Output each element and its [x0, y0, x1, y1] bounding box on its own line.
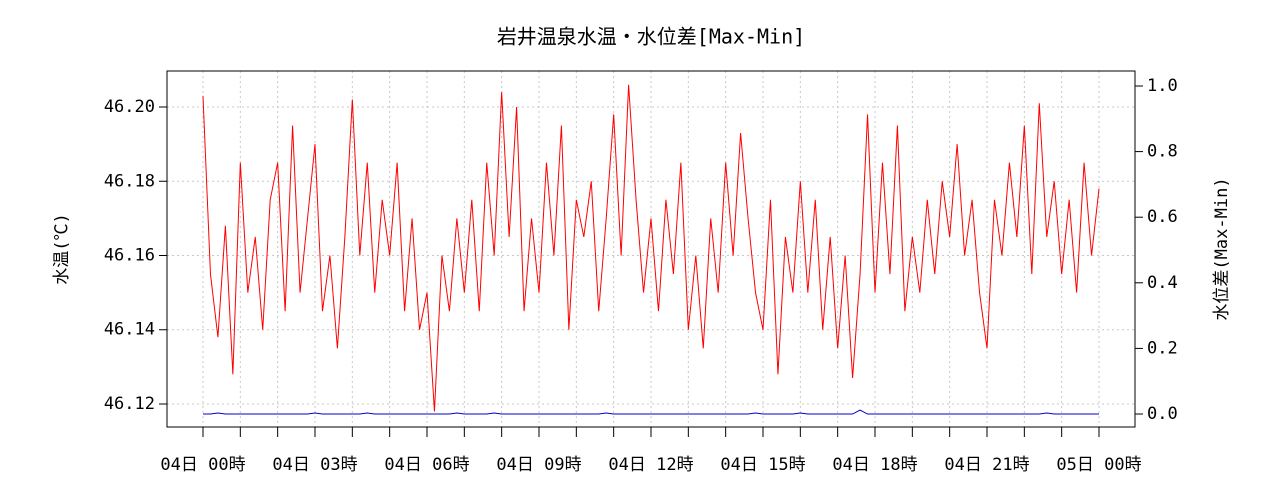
- y2-axis-label: 水位差(Max-Min): [1212, 177, 1232, 320]
- y2-tick-label: 0.0: [1147, 404, 1178, 424]
- y2-tick-label: 0.4: [1147, 273, 1178, 293]
- y2-tick-label: 0.8: [1147, 142, 1178, 162]
- y-tick-label: 46.16: [104, 245, 155, 265]
- plot-frame: [166, 70, 1136, 428]
- x-tick-label: 04日 15時: [720, 455, 805, 475]
- x-tick-label: 04日 06時: [384, 455, 469, 475]
- y-axis-label: 水温(℃): [52, 213, 72, 284]
- y-tick-label: 46.12: [104, 394, 155, 414]
- y-tick-label: 46.14: [104, 320, 155, 340]
- x-tick-label: 04日 21時: [944, 455, 1029, 475]
- x-tick-label: 04日 09時: [496, 455, 581, 475]
- x-tick-label: 04日 18時: [832, 455, 917, 475]
- chart-title: 岩井温泉水温・水位差[Max-Min]: [497, 25, 805, 49]
- x-tick-label: 04日 12時: [608, 455, 693, 475]
- y2-tick-label: 0.2: [1147, 338, 1178, 358]
- x-tick-label: 04日 00時: [160, 455, 245, 475]
- y-tick-label: 46.20: [104, 97, 155, 117]
- x-tick-label: 05日 00時: [1056, 455, 1141, 475]
- y-tick-label: 46.18: [104, 171, 155, 191]
- data-line: [202, 409, 1100, 415]
- x-tick-label: 04日 03時: [272, 455, 357, 475]
- y2-tick-label: 1.0: [1147, 76, 1178, 96]
- data-line: [202, 84, 1100, 412]
- y2-tick-label: 0.6: [1147, 207, 1178, 227]
